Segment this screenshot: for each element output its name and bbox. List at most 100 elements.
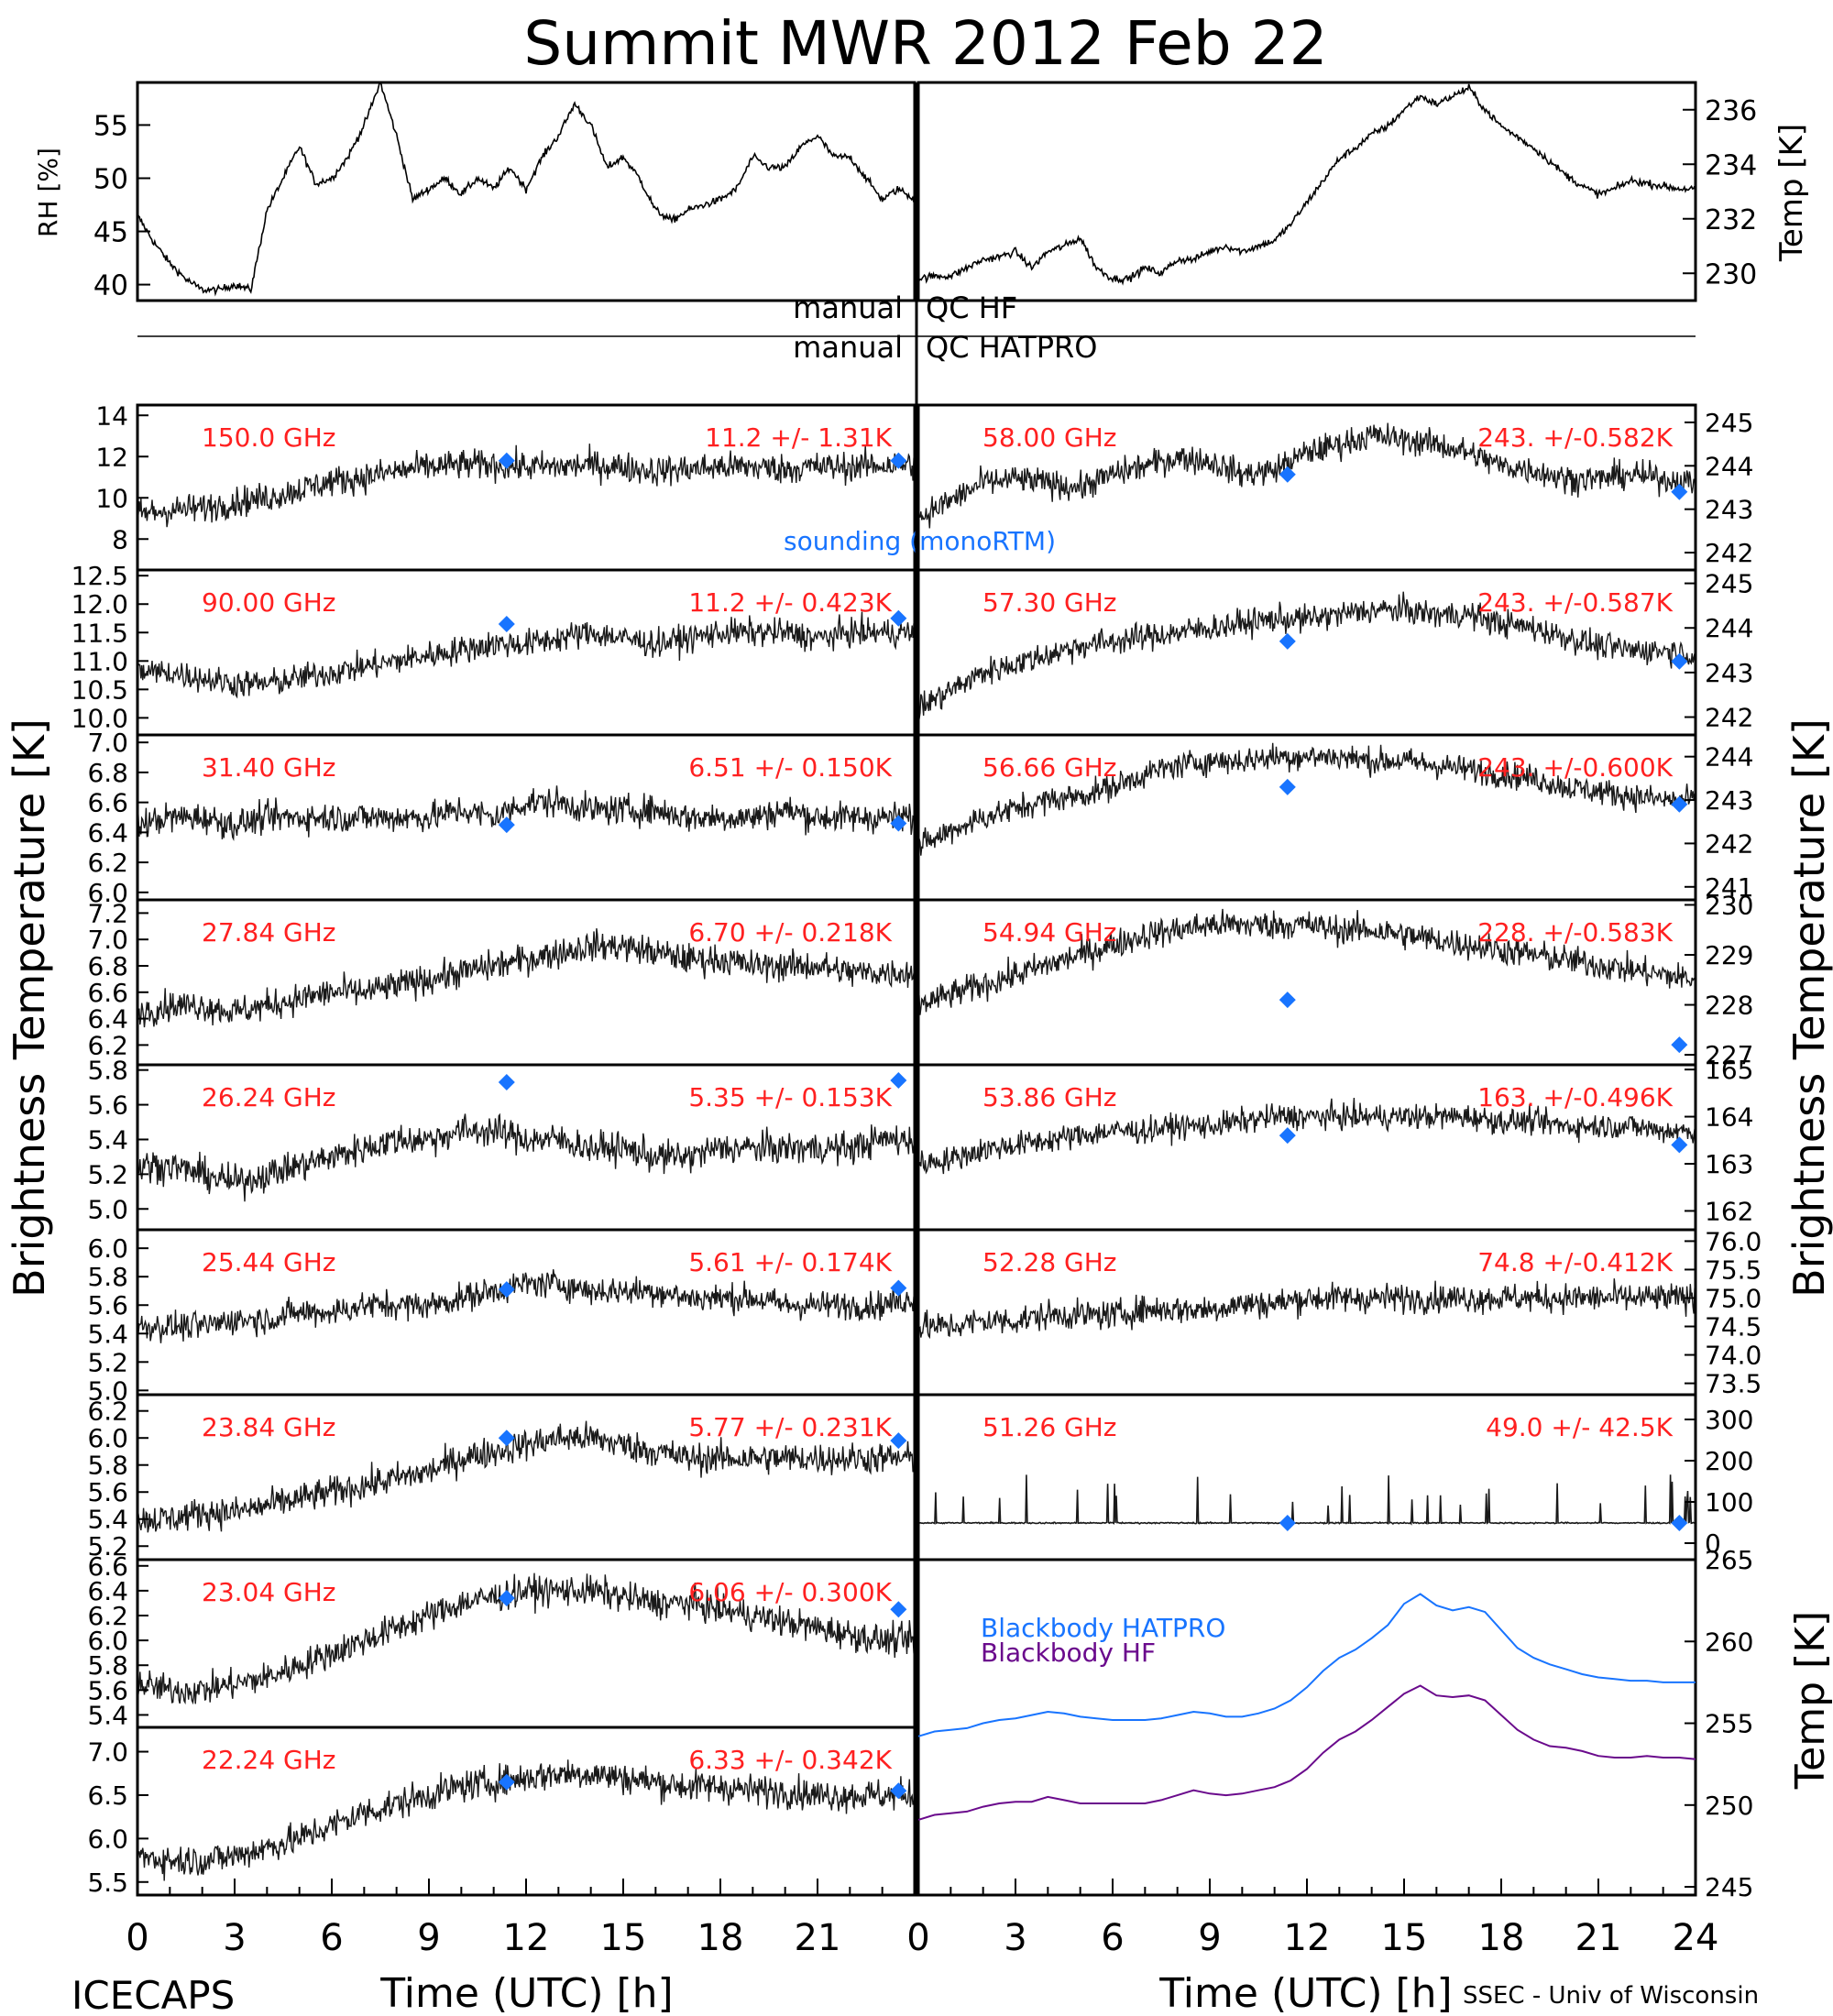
sounding-point xyxy=(498,1281,515,1298)
channel-stat: 6.33 +/- 0.342K xyxy=(688,1745,892,1775)
tick-label: 6.0 xyxy=(87,878,128,908)
tick-label: 234 xyxy=(1705,149,1757,181)
tick-label: 50 xyxy=(93,163,128,195)
channel-series xyxy=(137,1572,916,1705)
channel-stat: 243. +/-0.582K xyxy=(1477,422,1673,453)
channel-panel: 90.00 GHz 11.2 +/- 0.423K 10.010.511.011.5… xyxy=(71,561,916,737)
channel-panel: 52.28 GHz 74.8 +/-0.412K73.574.074.575.07… xyxy=(916,1226,1762,1399)
channel-stat: 6.70 +/- 0.218K xyxy=(688,917,892,948)
tick-label: 45 xyxy=(93,217,128,249)
tick-label: 6.4 xyxy=(87,1004,128,1035)
tick-label: 55 xyxy=(93,110,128,142)
sounding-point xyxy=(1671,1036,1688,1054)
time-tick-label: 3 xyxy=(223,1917,246,1959)
time-tick-label: 21 xyxy=(795,1917,841,1959)
tick-label: 5.8 xyxy=(87,1451,128,1481)
tick-label: 5.4 xyxy=(87,1319,128,1349)
tick-label: 5.2 xyxy=(87,1347,128,1377)
tick-label: 7.0 xyxy=(87,925,128,955)
tick-label: 5.0 xyxy=(87,1375,128,1406)
time-tick-label: 6 xyxy=(1101,1917,1124,1959)
tick-label: 5.8 xyxy=(87,1650,128,1681)
qc-left-label: manual xyxy=(793,330,903,365)
qc-flags: manual QC HF manual QC HATPRO xyxy=(137,82,1696,405)
tick-label: 163 xyxy=(1705,1149,1753,1179)
sounding-point xyxy=(890,452,907,469)
ylabel-left: Brightness Temperature [K] xyxy=(5,718,54,1298)
tick-label: 242 xyxy=(1705,538,1753,568)
tick-label: 6.0 xyxy=(87,1824,128,1854)
tick-label: 6.5 xyxy=(87,1780,128,1811)
footer-right: SSEC - Univ of Wisconsin xyxy=(1463,1982,1759,2010)
sounding-point xyxy=(1279,632,1296,650)
tick-label: 6.2 xyxy=(87,1397,128,1427)
tick-label: 12.0 xyxy=(71,589,128,619)
tick-label: 12 xyxy=(95,442,128,472)
tick-label: 11.5 xyxy=(71,618,128,648)
sounding-point xyxy=(890,1601,907,1618)
channel-panel: 51.26 GHz 49.0 +/- 42.5K 0 100 200 300 xyxy=(916,1393,1753,1561)
channel-frequency: 90.00 GHz xyxy=(202,587,336,618)
tick-label: 6.4 xyxy=(87,817,128,848)
tick-label: 7.0 xyxy=(87,728,128,758)
tick-label: 75.0 xyxy=(1705,1283,1762,1313)
tick-label: 10 xyxy=(95,483,128,513)
time-tick-label: 15 xyxy=(1381,1917,1428,1959)
tick-label: 6.2 xyxy=(87,1601,128,1631)
tick-label: 10.0 xyxy=(71,703,128,733)
sounding-point xyxy=(1671,1514,1688,1531)
sounding-point xyxy=(1279,466,1296,483)
channel-frequency: 54.94 GHz xyxy=(982,917,1117,948)
channel-panel: 22.24 GHz 6.33 +/- 0.342K 5.5 6.0 6.5 7.0 xyxy=(87,1726,916,1898)
sounding-point xyxy=(498,452,515,469)
channel-panel: 57.30 GHz 243. +/-0.587K 242 243 244 245 xyxy=(916,568,1753,737)
tick-label: 228 xyxy=(1705,991,1753,1021)
tick-label: 6.0 xyxy=(87,1423,128,1453)
tick-label: 75.5 xyxy=(1705,1255,1762,1285)
ylabel-rh: RH [%] xyxy=(33,148,63,237)
tick-label: 0 xyxy=(1705,1528,1721,1559)
footer-left: ICECAPS xyxy=(71,1973,235,2016)
top-series-temp xyxy=(917,83,1696,286)
legend-hatpro: Blackbody HATPRO xyxy=(981,1613,1225,1643)
tick-label: 230 xyxy=(1705,258,1757,290)
time-tick-label: 18 xyxy=(1478,1917,1525,1959)
channel-panel: 23.04 GHz 6.06 +/- 0.300K5.45.65.86.06.26… xyxy=(87,1551,916,1730)
time-tick-label: 0 xyxy=(906,1917,929,1959)
top-panels: 40 45 50 55 230 232 234 236 xyxy=(93,81,1757,302)
time-tick-label: 3 xyxy=(1004,1917,1026,1959)
channel-panel: 27.84 GHz 6.70 +/- 0.218K 6.26.46.66.87.07… xyxy=(87,898,916,1067)
tick-label: 245 xyxy=(1705,1872,1753,1902)
tick-label: 227 xyxy=(1705,1040,1753,1070)
channel-panel: 31.40 GHz 6.51 +/- 0.150K 6.06.26.46.66.87… xyxy=(87,728,916,908)
tick-label: 200 xyxy=(1705,1446,1753,1476)
channel-frequency: 25.44 GHz xyxy=(202,1247,336,1277)
top-series-rh xyxy=(137,82,915,297)
sounding-point xyxy=(1671,795,1688,813)
time-axes: 0 3 6 9 12 15 18 21 0 3 6 9 12 15 18 21 24 xyxy=(126,405,1718,1959)
legend-hf: Blackbody HF xyxy=(981,1638,1156,1668)
tick-label: 6.6 xyxy=(87,788,128,818)
ylabel-temp-bottom: Temp [K] xyxy=(1787,1611,1833,1790)
channel-frequency: 23.04 GHz xyxy=(202,1577,336,1607)
tick-label: 6.2 xyxy=(87,1030,128,1060)
qc-right-label: QC HF xyxy=(926,290,1017,325)
tick-label: 241 xyxy=(1705,872,1753,903)
channel-series xyxy=(137,1269,916,1343)
tick-label: 230 xyxy=(1705,890,1753,920)
channel-frequency: 22.24 GHz xyxy=(202,1745,336,1775)
left-channel-panels: 150.0 GHz 11.2 +/- 1.31K 8 10 12 14 90.00 GHz 1… xyxy=(71,400,916,1898)
tick-label: 232 xyxy=(1705,204,1757,236)
xlabel-right: Time (UTC) [h] xyxy=(1158,1970,1452,2016)
time-tick-label: 15 xyxy=(600,1917,647,1959)
tick-label: 7.0 xyxy=(87,1737,128,1768)
tick-label: 164 xyxy=(1705,1102,1753,1133)
channel-frequency: 150.0 GHz xyxy=(202,422,336,453)
ylabel-temp-top: Temp [K] xyxy=(1773,124,1810,262)
time-tick-label: 12 xyxy=(503,1917,550,1959)
channel-panel: 25.44 GHz 5.61 +/- 0.174K 5.05.25.45.65.86… xyxy=(87,1228,916,1406)
panel-frame xyxy=(916,1558,1697,1897)
sounding-point xyxy=(890,609,907,627)
sounding-point xyxy=(498,1590,515,1607)
right-channel-panels: 58.00 GHz 243. +/-0.582K24224324424557.30… xyxy=(784,403,1762,1902)
